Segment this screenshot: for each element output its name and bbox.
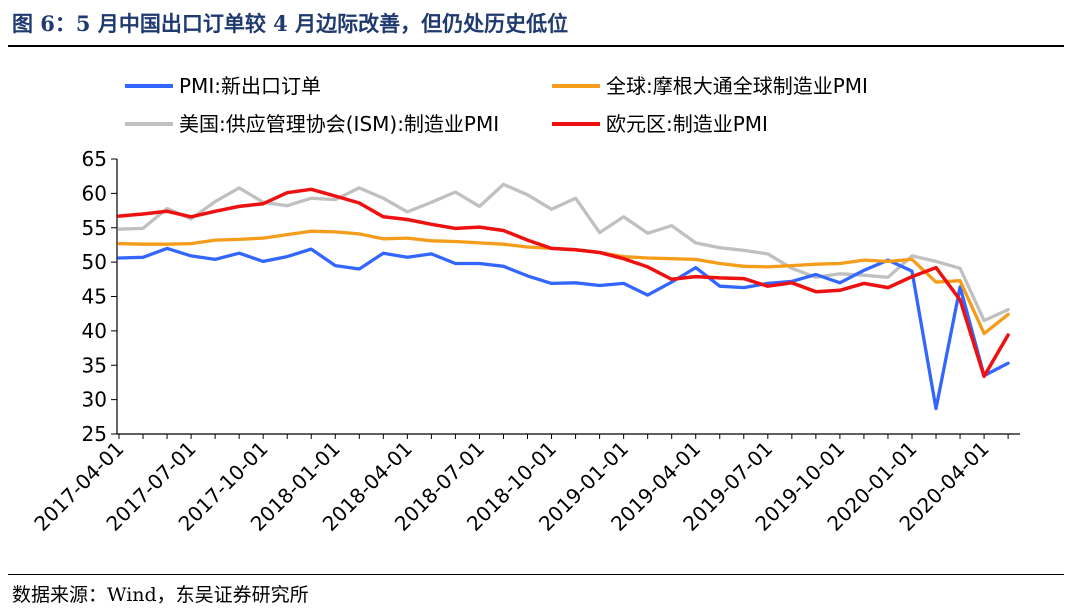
y-tick-label: 25 xyxy=(82,422,107,446)
legend-label-2: 美国:供应管理协会(ISM):制造业PMI xyxy=(179,112,499,136)
y-tick-label: 35 xyxy=(82,353,107,377)
legend-label-0: PMI:新出口订单 xyxy=(179,74,321,98)
legend-label-3: 欧元区:制造业PMI xyxy=(606,112,768,136)
legend-label-1: 全球:摩根大通全球制造业PMI xyxy=(606,74,868,98)
series-line-3 xyxy=(117,187,1010,379)
legend: PMI:新出口订单 全球:摩根大通全球制造业PMI 美国:供应管理协会(ISM):制… xyxy=(125,74,868,136)
title-rule xyxy=(8,45,1064,47)
figure-title: 图 6：5 月中国出口订单较 4 月边际改善，但仍处历史低位 xyxy=(12,11,569,36)
y-tick-label: 65 xyxy=(82,147,107,171)
series-line-0 xyxy=(117,246,1010,411)
axes: 2530354045505560652017-04-012017-07-0120… xyxy=(29,147,1020,536)
source-note: 数据来源：Wind，东吴证券研究所 xyxy=(12,584,309,606)
y-tick-label: 55 xyxy=(82,216,107,240)
series-lines xyxy=(117,182,1010,411)
y-tick-label: 50 xyxy=(82,250,107,274)
y-tick-label: 45 xyxy=(82,285,107,309)
y-tick-label: 40 xyxy=(82,319,107,343)
y-tick-label: 60 xyxy=(82,181,107,205)
y-tick-label: 30 xyxy=(82,388,107,412)
source-rule xyxy=(8,574,1064,575)
